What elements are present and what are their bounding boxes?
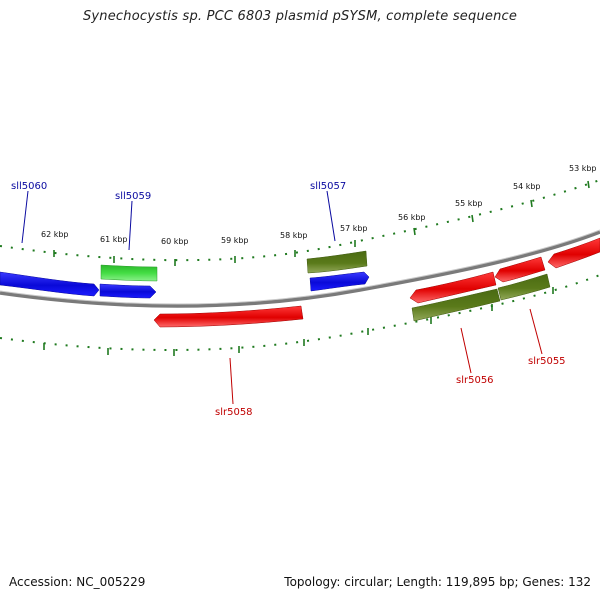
leader-sll5060 (21, 190, 29, 244)
gene-label-sll5057[interactable]: sll5057 (310, 181, 346, 192)
gene-block-olive-1[interactable] (411, 288, 501, 322)
gene-label-slr5058[interactable]: slr5058 (215, 407, 253, 418)
leader-slr5056 (460, 327, 472, 374)
map-title: Synechocystis sp. PCC 6803 plasmid pSYSM… (82, 9, 518, 24)
outer-major-ticks (53, 180, 590, 266)
gene-arrow-slr5056[interactable] (409, 271, 497, 304)
accession-text: Accession: NC_005229 (9, 575, 146, 589)
leader-slr5055 (529, 308, 543, 355)
sequence-backbone (0, 230, 600, 308)
tick-label-55: 55 kbp (455, 199, 483, 208)
major-tick (413, 227, 416, 236)
outer-tick-ring (0, 179, 600, 262)
forward-genes (0, 250, 370, 299)
gene-arrow-forward-2[interactable] (309, 271, 370, 292)
gene-labels: sll5060 sll5059 sll5057 slr5058 slr5056 … (11, 181, 566, 418)
leader-lines (21, 190, 543, 405)
gene-label-slr5056[interactable]: slr5056 (456, 375, 494, 386)
gene-block-sll5057[interactable] (306, 250, 368, 274)
tick-label-61: 61 kbp (100, 235, 128, 244)
sequence-backbone-highlight (0, 229, 600, 305)
leader-sll5059 (128, 200, 133, 251)
tick-label-54: 54 kbp (513, 182, 541, 191)
leader-sll5057 (326, 190, 336, 242)
major-tick (587, 180, 590, 189)
reverse-genes (153, 237, 600, 328)
kbp-labels: 53 kbp 54 kbp 55 kbp 56 kbp 57 kbp 58 kb… (41, 164, 597, 246)
gene-arrow-slr5058[interactable] (153, 305, 304, 328)
inner-major-ticks (43, 287, 554, 356)
major-tick (471, 214, 474, 223)
gene-label-sll5060[interactable]: sll5060 (11, 181, 47, 192)
gene-label-sll5059[interactable]: sll5059 (115, 191, 151, 202)
leader-slr5058 (229, 357, 234, 405)
tick-label-57: 57 kbp (340, 224, 368, 233)
tick-label-56: 56 kbp (398, 213, 426, 222)
tick-label-62: 62 kbp (41, 230, 69, 239)
tick-label-53: 53 kbp (569, 164, 597, 173)
gene-label-slr5055[interactable]: slr5055 (528, 356, 566, 367)
gene-arrow-slr5055[interactable] (494, 256, 546, 283)
gene-block-green[interactable] (100, 264, 158, 282)
major-tick (530, 199, 533, 208)
topology-summary-text: Topology: circular; Length: 119,895 bp; … (284, 575, 591, 589)
gene-block-olive-2[interactable] (497, 273, 551, 301)
gene-arrow-sll5059[interactable] (99, 283, 157, 299)
tick-label-60: 60 kbp (161, 237, 189, 246)
tick-label-58: 58 kbp (280, 231, 308, 240)
gene-arrow-sll5060[interactable] (0, 271, 100, 297)
tick-label-59: 59 kbp (221, 236, 249, 245)
